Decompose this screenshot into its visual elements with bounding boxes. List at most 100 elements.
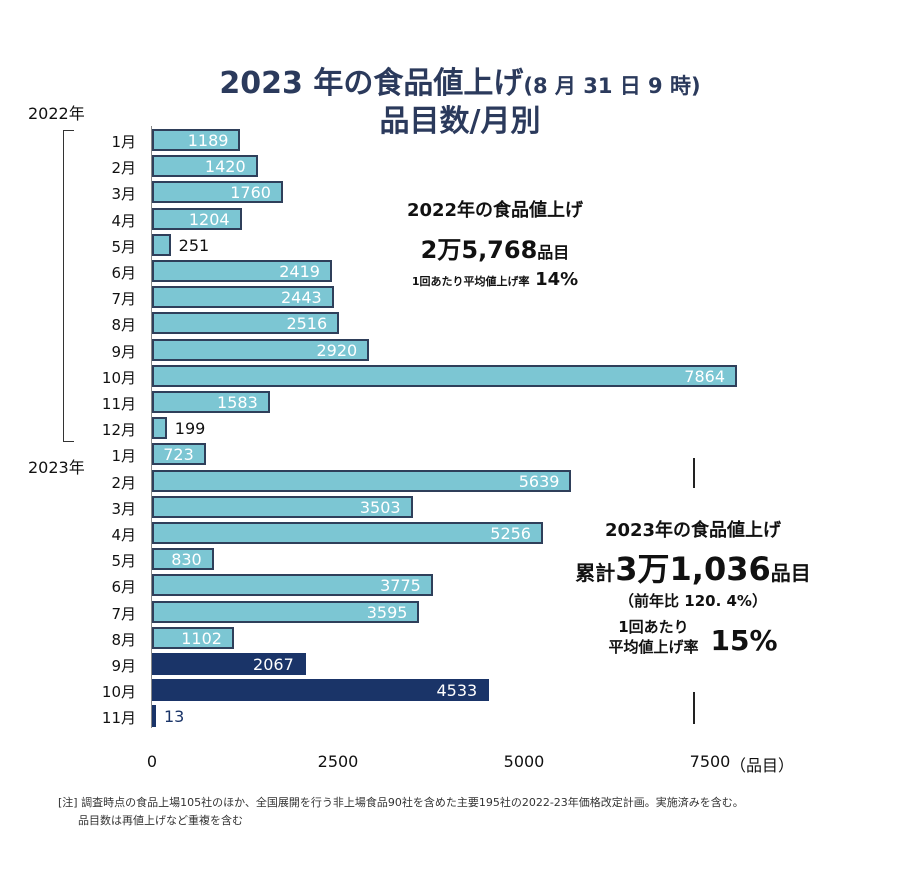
summary-2023-rate-label1: 1回あたり (618, 618, 689, 636)
bar (152, 129, 241, 151)
summary-2023-yoy: （前年比 120. 4%） (619, 592, 767, 610)
bar (152, 443, 206, 466)
data-label: 1583 (217, 393, 258, 412)
bar (152, 181, 283, 204)
summary-2023-unit: 品目 (770, 561, 811, 585)
y-tick-label: 11月 (101, 709, 136, 728)
summary-2023-rate: 15% (710, 624, 778, 657)
chart-title: 2023 年の食品値上げ(8 月 31 日 9 時) (0, 58, 920, 102)
data-label: 3775 (380, 576, 421, 596)
year-label-2023: 2023年 (28, 458, 85, 477)
bar (152, 705, 156, 728)
bar (152, 155, 258, 178)
data-label: 5256 (490, 524, 531, 543)
bar (152, 626, 234, 649)
data-label: 251 (178, 235, 210, 255)
bar (152, 233, 171, 256)
data-label: 4533 (436, 681, 478, 701)
summary-2022-unit: 品目 (537, 243, 570, 262)
bar (152, 207, 242, 230)
x-axis-unit: （品目） (730, 756, 795, 775)
bar (152, 469, 572, 492)
summary-2023-rate-label2: 平均値上げ率 (608, 638, 699, 656)
data-label: 2920 (316, 340, 358, 360)
title-main: 2023 年の食品値上げ (219, 66, 524, 101)
chart-subtitle: 品目数/月別 (379, 104, 541, 139)
y-axis-line (151, 126, 152, 728)
y-tick-label: 3月 (111, 185, 136, 204)
data-label: 2067 (253, 655, 294, 674)
data-label: 2419 (279, 262, 320, 281)
data-label: 1189 (187, 131, 229, 150)
bar (152, 679, 490, 702)
bar (152, 417, 167, 440)
year-label-2022: 2022年 (28, 104, 85, 123)
bar (152, 522, 543, 544)
y-tick-label: 2月 (111, 473, 136, 492)
data-label: 1420 (204, 157, 246, 177)
y-tick-label: 1月 (111, 133, 136, 151)
bar (152, 286, 334, 309)
y-tick-label: 3月 (111, 499, 136, 518)
footnote-line2: 品目数は再値上げなど重複を含む (78, 814, 243, 827)
y-tick-label: 8月 (111, 316, 136, 335)
y-tick-label: 11月 (101, 395, 136, 413)
summary-2022: 2022年の食品値上げ 2万5,768品目 1回あたり平均値上げ率 14% (380, 196, 610, 290)
summary-2022-rate: 14% (535, 269, 579, 290)
data-label: 7864 (684, 366, 725, 386)
y-tick-label: 6月 (111, 264, 136, 282)
y-tick-label: 5月 (111, 552, 136, 571)
data-label: 723 (163, 445, 194, 465)
y-tick-label: 6月 (111, 578, 136, 597)
data-label: 3595 (366, 602, 408, 622)
bracket-2022 (63, 130, 74, 442)
data-label: 2443 (281, 288, 322, 308)
y-tick-label: 7月 (111, 604, 136, 623)
bracket-2023-bottom (693, 692, 695, 724)
bar (152, 574, 433, 597)
y-tick-label: 4月 (111, 211, 136, 230)
x-tick-0: 0 (146, 752, 158, 771)
data-label: 3503 (359, 497, 401, 517)
summary-2023-prefix: 累計 (575, 561, 616, 585)
bar (152, 312, 340, 335)
x-tick-5000: 5000 (503, 752, 545, 771)
summary-2023-heading: 2023年の食品値上げ (604, 520, 782, 541)
data-label: 2516 (286, 314, 328, 334)
bar (152, 338, 370, 361)
data-label: 1204 (188, 209, 230, 229)
data-label: 1760 (230, 183, 271, 203)
y-tick-label: 1月 (111, 447, 136, 466)
y-tick-label: 8月 (111, 630, 136, 649)
bar (152, 548, 214, 571)
y-tick-label: 4月 (111, 526, 136, 544)
data-label: 13 (164, 707, 185, 727)
x-tick-2500: 2500 (317, 752, 359, 771)
y-tick-label: 2月 (111, 159, 136, 178)
bracket-2023-top (693, 458, 695, 488)
y-tick-label: 10月 (101, 683, 136, 702)
bar (152, 364, 737, 387)
summary-2022-count: 2万5,768 (420, 236, 538, 264)
y-tick-label: 7月 (111, 290, 136, 309)
y-tick-label: 9月 (111, 657, 136, 675)
summary-2023: 2023年の食品値上げ 累計3万1,036品目 （前年比 120. 4%） 1回… (548, 516, 838, 657)
bar (152, 495, 413, 518)
data-label: 830 (171, 550, 202, 570)
y-tick-label: 5月 (111, 237, 136, 256)
y-tick-label: 10月 (101, 368, 136, 387)
title-date: (8 月 31 日 9 時) (523, 74, 701, 98)
data-label: 5639 (518, 471, 560, 491)
bar (152, 600, 420, 623)
bar (152, 653, 306, 675)
data-label: 1102 (181, 628, 222, 648)
summary-2022-heading: 2022年の食品値上げ (406, 200, 584, 221)
x-tick-7500: 7500 (689, 752, 731, 771)
bar (152, 260, 332, 282)
footnote-line1: [注] 調査時点の食品上場105社のほか、全国展開を行う非上場食品90社を含めた… (58, 796, 744, 809)
summary-2022-rate-label: 1回あたり平均値上げ率 (411, 275, 530, 288)
bar (152, 391, 270, 413)
summary-2023-count: 3万1,036 (615, 550, 771, 588)
data-label: 199 (174, 419, 206, 439)
y-tick-label: 12月 (101, 421, 136, 440)
